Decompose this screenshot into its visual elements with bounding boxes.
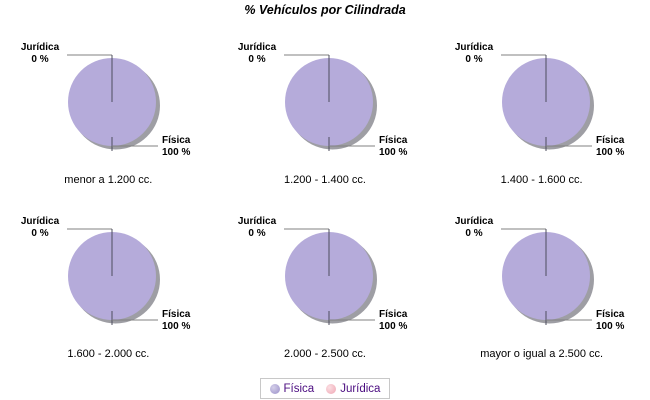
callout-fisica-label: Física [379, 135, 408, 146]
pie-cell-3: Jurídica 0 % Física 100 % 1.400 - 1.600 … [433, 36, 650, 186]
pie-caption: mayor o igual a 2.500 cc. [480, 348, 604, 360]
legend-item-fisica: Física [269, 382, 315, 395]
callout-juridica-value: 0 % [32, 54, 49, 65]
pie-chart-6: Jurídica 0 % Física 100 % [454, 216, 625, 332]
legend-label-juridica: Jurídica [340, 382, 381, 395]
legend-label-fisica: Física [283, 382, 315, 395]
callout-fisica-label: Física [596, 309, 625, 320]
callout-juridica-label: Jurídica [21, 216, 60, 227]
callout-fisica-label: Física [162, 309, 191, 320]
pie-cell-1: Jurídica 0 % Física 100 % menor a 1.200 … [0, 36, 217, 186]
callout-fisica-value: 100 % [162, 147, 190, 158]
pie-chart-4: Jurídica 0 % Física 100 % [21, 216, 191, 332]
pie-cell-2: Jurídica 0 % Física 100 % 1.200 - 1.400 … [217, 36, 434, 186]
legend-item-juridica: Jurídica [326, 383, 380, 395]
pie-chart-2: Jurídica 0 % Física 100 % [238, 42, 408, 158]
callout-fisica-label: Física [379, 309, 408, 320]
callout-fisica-value: 100 % [596, 147, 624, 158]
callout-juridica-label: Jurídica [238, 216, 277, 227]
callout-juridica-label: Jurídica [238, 42, 277, 53]
legend-box: Física Jurídica [259, 378, 391, 399]
pie-caption: menor a 1.200 cc. [64, 174, 153, 186]
callout-juridica-label: Jurídica [454, 216, 493, 227]
chart-legend: Física Jurídica [0, 378, 650, 399]
callout-juridica-value: 0 % [465, 54, 482, 65]
callout-fisica-value: 100 % [596, 321, 624, 332]
juridica-swatch-icon [326, 383, 337, 394]
pie-cell-5: Jurídica 0 % Física 100 % 2.000 - 2.500 … [217, 210, 434, 360]
pie-row-2: Jurídica 0 % Física 100 % 1.600 - 2.000 … [0, 210, 650, 360]
pie-caption: 1.400 - 1.600 cc. [500, 174, 583, 186]
callout-fisica-label: Física [596, 135, 625, 146]
pie-row-1: Jurídica 0 % Física 100 % menor a 1.200 … [0, 36, 650, 186]
pie-chart-3: Jurídica 0 % Física 100 % [454, 42, 625, 158]
pie-chart-5: Jurídica 0 % Física 100 % [238, 216, 408, 332]
callout-juridica-value: 0 % [248, 228, 265, 239]
pie-caption: 2.000 - 2.500 cc. [284, 348, 366, 360]
pie-cell-4: Jurídica 0 % Física 100 % 1.600 - 2.000 … [0, 210, 217, 360]
callout-juridica-value: 0 % [465, 228, 482, 239]
chart-title: % Vehículos por Cilindrada [244, 3, 406, 17]
callout-fisica-value: 100 % [379, 147, 407, 158]
callout-fisica-label: Física [162, 135, 191, 146]
callout-juridica-value: 0 % [32, 228, 49, 239]
pie-caption: 1.600 - 2.000 cc. [67, 348, 150, 360]
callout-fisica-value: 100 % [379, 321, 407, 332]
fisica-swatch-icon [269, 383, 280, 394]
callout-juridica-value: 0 % [248, 54, 265, 65]
pie-caption: 1.200 - 1.400 cc. [284, 174, 366, 186]
callout-juridica-label: Jurídica [454, 42, 493, 53]
pie-chart-1: Jurídica 0 % Física 100 % [21, 42, 191, 158]
pie-cell-6: Jurídica 0 % Física 100 % mayor o igual … [433, 210, 650, 360]
callout-fisica-value: 100 % [162, 321, 190, 332]
callout-juridica-label: Jurídica [21, 42, 60, 53]
